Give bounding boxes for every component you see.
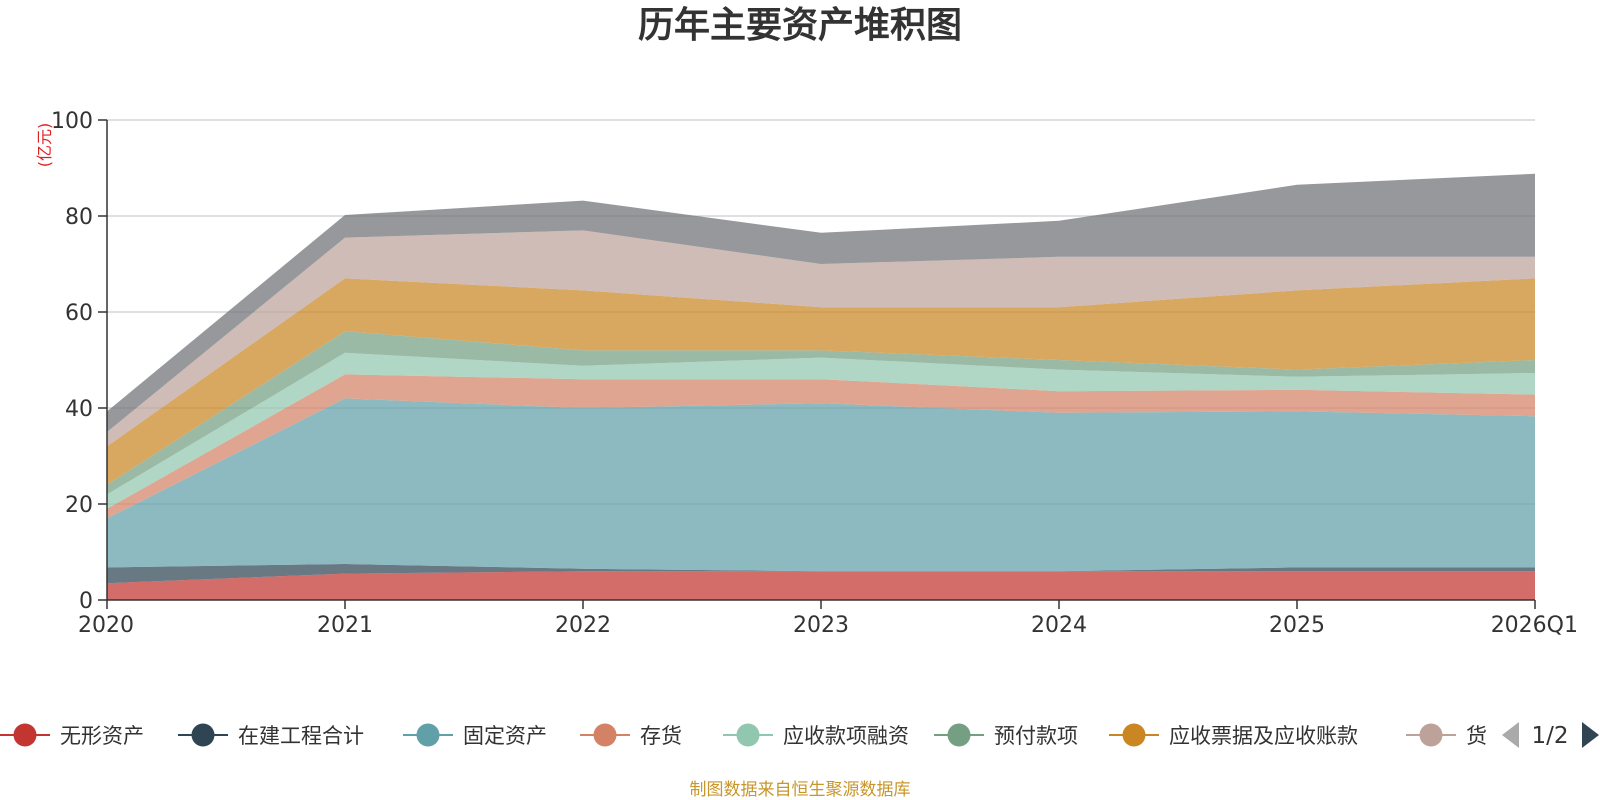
area-预付款项 xyxy=(107,331,1535,495)
x-tick-label: 2023 xyxy=(793,613,849,638)
legend-item[interactable]: 存货 xyxy=(580,723,682,749)
area-货币资金 xyxy=(107,230,1535,447)
area-在建工程合计 xyxy=(107,564,1535,584)
legend-item[interactable]: 无形资产 xyxy=(0,723,144,749)
y-tick-label: 100 xyxy=(51,109,93,134)
data-source-footer: 制图数据来自恒生聚源数据库 xyxy=(690,780,911,800)
y-tick-label: 20 xyxy=(65,493,93,518)
y-tick-label: 40 xyxy=(65,397,93,422)
legend-label: 固定资产 xyxy=(463,724,547,748)
area-other xyxy=(107,173,1535,433)
x-tick-label: 2026Q1 xyxy=(1491,613,1578,638)
chart-title: 历年主要资产堆积图 xyxy=(638,5,962,46)
legend-item[interactable]: 货 xyxy=(1406,723,1487,749)
legend-item[interactable]: 应收款项融资 xyxy=(723,723,909,749)
legend-page-indicator: 1/2 xyxy=(1531,723,1568,749)
legend-marker xyxy=(947,723,971,747)
legend-pagination: 1/2 xyxy=(1502,722,1599,749)
y-axis-unit: (亿元) xyxy=(35,123,54,168)
x-tick-label: 2020 xyxy=(78,613,134,638)
legend-marker xyxy=(736,723,760,747)
legend-item[interactable]: 在建工程合计 xyxy=(178,723,364,749)
y-tick-label: 80 xyxy=(65,205,93,230)
legend-label: 无形资产 xyxy=(60,724,144,748)
area-固定资产 xyxy=(107,398,1535,572)
legend-marker xyxy=(1122,723,1146,747)
legend-marker xyxy=(191,723,215,747)
x-tick-label: 2025 xyxy=(1269,613,1325,638)
legend-item[interactable]: 应收票据及应收账款 xyxy=(1109,723,1358,749)
legend-label: 应收款项融资 xyxy=(783,724,909,748)
y-tick-label: 0 xyxy=(79,589,93,614)
area-无形资产 xyxy=(107,571,1535,600)
legend: 无形资产 在建工程合计 固定资产 存货 应收款项融资 预付款项 应收票据及应收账款 货 xyxy=(0,723,1487,749)
legend-label: 存货 xyxy=(640,724,682,748)
area-series xyxy=(107,173,1535,600)
area-存货 xyxy=(107,374,1535,519)
legend-label: 预付款项 xyxy=(994,724,1078,748)
legend-marker xyxy=(416,723,440,747)
x-tick-label: 2021 xyxy=(317,613,373,638)
legend-label: 在建工程合计 xyxy=(238,724,364,748)
legend-marker xyxy=(1419,723,1443,747)
legend-marker xyxy=(13,723,37,747)
legend-item[interactable]: 预付款项 xyxy=(934,723,1078,749)
legend-prev-icon[interactable] xyxy=(1502,722,1519,748)
legend-next-icon[interactable] xyxy=(1582,722,1599,748)
y-tick-label: 60 xyxy=(65,301,93,326)
axes: 0 20 40 60 80 100 2020 2021 2022 2023 2024 2025 2026… xyxy=(51,109,1578,638)
x-tick-label: 2024 xyxy=(1031,613,1087,638)
legend-marker xyxy=(593,723,617,747)
legend-label: 应收票据及应收账款 xyxy=(1169,724,1358,748)
legend-item[interactable]: 固定资产 xyxy=(403,723,547,749)
x-tick-label: 2022 xyxy=(555,613,611,638)
area-应收票据及应收账款 xyxy=(107,278,1535,485)
legend-label: 货 xyxy=(1466,724,1487,748)
